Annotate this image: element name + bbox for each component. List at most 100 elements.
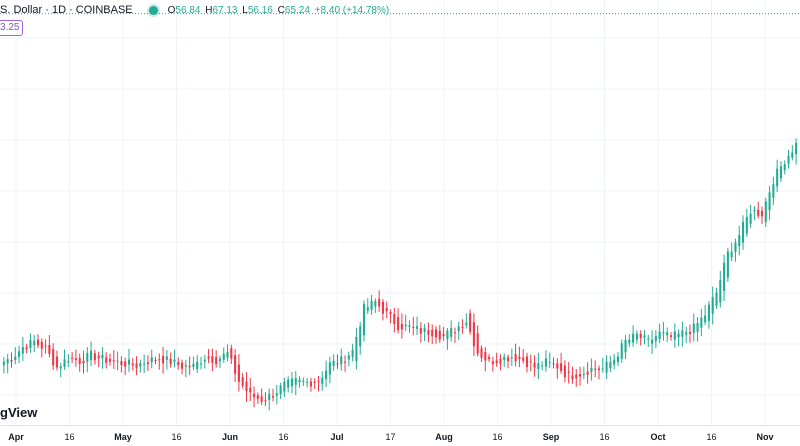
candle-body bbox=[207, 356, 210, 359]
candle-body bbox=[33, 340, 36, 346]
candle-body bbox=[791, 152, 794, 158]
ohlc-readout: O56.84 H67.13 L56.16 C65.24 +8.40 (+14.7… bbox=[168, 5, 392, 16]
candle-body bbox=[177, 361, 180, 366]
close-label: C bbox=[277, 4, 285, 16]
candle-body bbox=[234, 355, 237, 374]
candle-body bbox=[544, 358, 547, 367]
candle-body bbox=[385, 307, 388, 312]
time-axis-tick-label: Nov bbox=[756, 432, 774, 442]
candle-body bbox=[116, 360, 119, 362]
candle-body bbox=[677, 333, 680, 338]
candle-body bbox=[108, 358, 112, 362]
candle-body bbox=[590, 367, 593, 372]
candle-body bbox=[465, 322, 468, 326]
candle-body bbox=[404, 324, 407, 327]
candle-body bbox=[541, 365, 544, 367]
change-value: +8.40 (+14.78%) bbox=[314, 4, 390, 16]
indicator-value-badge: 3.25 bbox=[0, 20, 24, 36]
candle-body bbox=[647, 338, 650, 340]
candle-body bbox=[579, 374, 582, 377]
candle-body bbox=[313, 381, 316, 383]
candle-body bbox=[764, 201, 767, 222]
candle-body bbox=[666, 332, 669, 336]
candle-body bbox=[476, 333, 479, 354]
candle-body bbox=[184, 365, 187, 367]
candle-body bbox=[772, 183, 775, 198]
candle-body bbox=[245, 381, 248, 392]
candle-body bbox=[199, 363, 203, 365]
candle-body bbox=[63, 359, 66, 367]
candle-body bbox=[753, 209, 756, 211]
candle-body bbox=[450, 328, 453, 337]
candle-body bbox=[101, 354, 104, 359]
candle-body bbox=[495, 360, 498, 364]
candle-body bbox=[347, 355, 350, 360]
candle-body bbox=[359, 326, 362, 347]
candle-body bbox=[522, 357, 525, 361]
candle-body bbox=[93, 353, 96, 361]
candle-body bbox=[378, 298, 381, 307]
candle-body bbox=[14, 356, 17, 360]
candle-body bbox=[609, 361, 612, 369]
candle-body bbox=[328, 362, 331, 375]
candle-body bbox=[408, 325, 411, 327]
candle-body bbox=[237, 364, 240, 382]
candle-body bbox=[241, 377, 244, 386]
candle-body bbox=[525, 356, 529, 368]
low-value: 56.16 bbox=[247, 4, 273, 16]
candle-body bbox=[294, 378, 297, 385]
tradingview-logo[interactable]: gView bbox=[0, 405, 38, 420]
candle-body bbox=[343, 361, 347, 363]
candle-body bbox=[412, 326, 415, 328]
candle-body bbox=[704, 315, 707, 323]
low-label: L bbox=[242, 4, 248, 16]
candle-body bbox=[605, 361, 608, 373]
candle-body bbox=[707, 304, 710, 321]
candle-body bbox=[616, 356, 619, 363]
candle-body bbox=[393, 314, 396, 325]
candle-body bbox=[696, 322, 699, 332]
candle-body bbox=[127, 359, 131, 365]
candle-body bbox=[306, 381, 309, 383]
close-value: 65.24 bbox=[284, 4, 310, 16]
time-axis[interactable]: Apr 16 May 16 Jun 16 Jul 17 Aug 16 Sep 16 Oct 16 Nov bbox=[0, 425, 800, 446]
candle-body bbox=[40, 341, 43, 349]
candle-body bbox=[597, 368, 601, 371]
candlestick-chart[interactable] bbox=[0, 0, 800, 425]
candle-body bbox=[260, 396, 263, 402]
candle-body bbox=[552, 363, 555, 365]
candle-body bbox=[741, 221, 745, 243]
candle-body bbox=[29, 339, 32, 348]
candle-body bbox=[264, 400, 267, 402]
candle-body bbox=[586, 371, 589, 375]
candle-body bbox=[154, 360, 157, 362]
symbol-title[interactable]: S. Dollar · 1D · COINBASE bbox=[0, 4, 133, 16]
candle-body bbox=[389, 312, 392, 315]
candle-body bbox=[256, 395, 259, 399]
candle-body bbox=[673, 331, 676, 340]
candle-body bbox=[290, 378, 294, 387]
candle-body bbox=[779, 166, 782, 179]
candle-body bbox=[82, 360, 85, 364]
candle-body bbox=[268, 393, 271, 400]
time-axis-tick-label: Apr bbox=[8, 432, 24, 442]
candle-body bbox=[658, 331, 661, 340]
candle-body bbox=[165, 356, 168, 360]
candle-body bbox=[283, 381, 286, 392]
candle-body bbox=[651, 339, 654, 344]
candle-body bbox=[730, 251, 733, 258]
candle-body bbox=[776, 168, 779, 187]
candle-body bbox=[374, 301, 377, 307]
candle-body bbox=[162, 355, 165, 364]
candle-body bbox=[427, 329, 430, 335]
candle-body bbox=[533, 362, 536, 368]
candle-body bbox=[795, 142, 798, 155]
candle-body bbox=[416, 326, 419, 329]
candle-body bbox=[253, 393, 256, 398]
candle-body bbox=[624, 339, 627, 353]
candle-body bbox=[226, 352, 229, 358]
candle-body bbox=[453, 332, 457, 334]
candle-body bbox=[351, 349, 354, 357]
candle-body bbox=[613, 359, 616, 365]
candle-body bbox=[484, 351, 487, 361]
